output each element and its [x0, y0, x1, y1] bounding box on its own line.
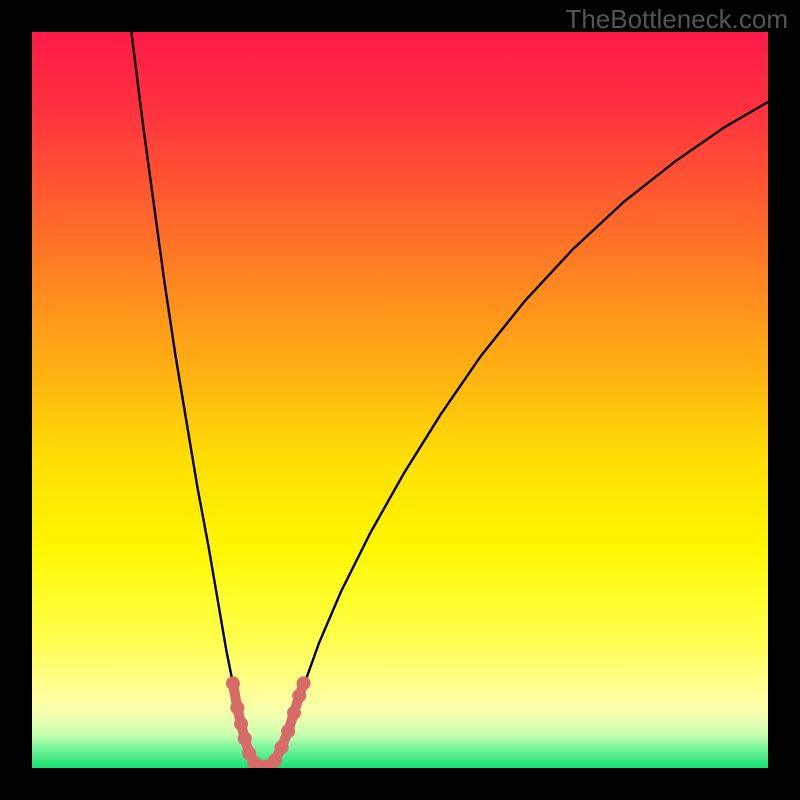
optimal-point-marker — [275, 740, 289, 754]
optimal-point-marker — [226, 676, 240, 690]
optimal-point-marker — [297, 676, 311, 690]
bottleneck-curve-chart — [32, 32, 768, 768]
optimal-point-marker — [268, 754, 282, 768]
optimal-point-marker — [287, 706, 301, 720]
gradient-background — [32, 32, 768, 768]
optimal-point-marker — [234, 717, 248, 731]
watermark-text: TheBottleneck.com — [565, 4, 788, 35]
plot-area — [32, 32, 768, 768]
optimal-point-marker — [281, 724, 295, 738]
optimal-point-marker — [230, 701, 244, 715]
chart-frame: { "canvas": { "width": 800, "height": 80… — [0, 0, 800, 800]
optimal-point-marker — [238, 732, 252, 746]
optimal-point-marker — [292, 689, 306, 703]
